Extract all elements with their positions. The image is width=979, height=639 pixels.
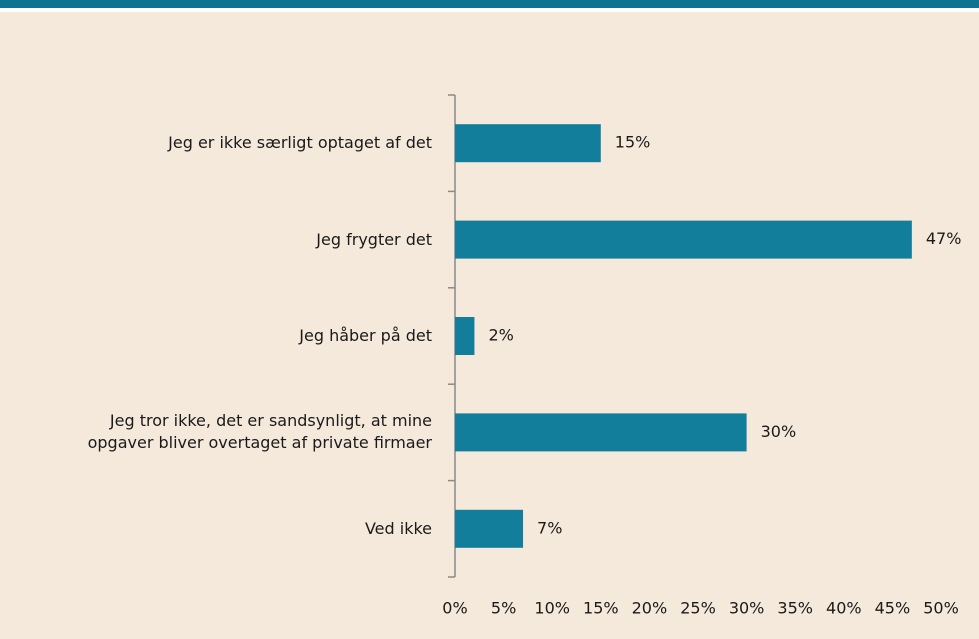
bar (455, 317, 475, 355)
x-tick-label: 30% (729, 599, 765, 618)
category-label: Jeg er ikke særligt optaget af det (168, 133, 432, 153)
x-tick-label: 15% (583, 599, 619, 618)
category-label: Jeg frygter det (316, 229, 432, 249)
bar (455, 413, 747, 452)
bar (455, 509, 524, 548)
x-tick-label: 10% (534, 599, 570, 618)
bar (455, 220, 912, 259)
value-label: 7% (537, 518, 562, 537)
x-tick-label: 25% (680, 599, 716, 618)
x-tick-label: 40% (826, 599, 862, 618)
value-label: 47% (926, 229, 962, 248)
category-label: Jeg tror ikke, det er sandsynligt, at mi… (87, 411, 432, 453)
category-label: Jeg håber på det (299, 326, 432, 345)
value-label: 2% (488, 326, 513, 345)
top-band-gap (0, 8, 979, 12)
bar (455, 124, 601, 163)
category-label: Ved ikke (364, 518, 432, 538)
x-tick-label: 35% (777, 599, 813, 618)
x-tick-label: 45% (875, 599, 911, 618)
value-label: 15% (615, 133, 651, 152)
x-tick-label: 5% (491, 599, 516, 618)
x-tick-label: 20% (632, 599, 668, 618)
top-band (0, 0, 979, 8)
value-label: 30% (761, 422, 797, 441)
x-tick-label: 50% (923, 599, 959, 618)
x-tick-label: 0% (442, 599, 467, 618)
